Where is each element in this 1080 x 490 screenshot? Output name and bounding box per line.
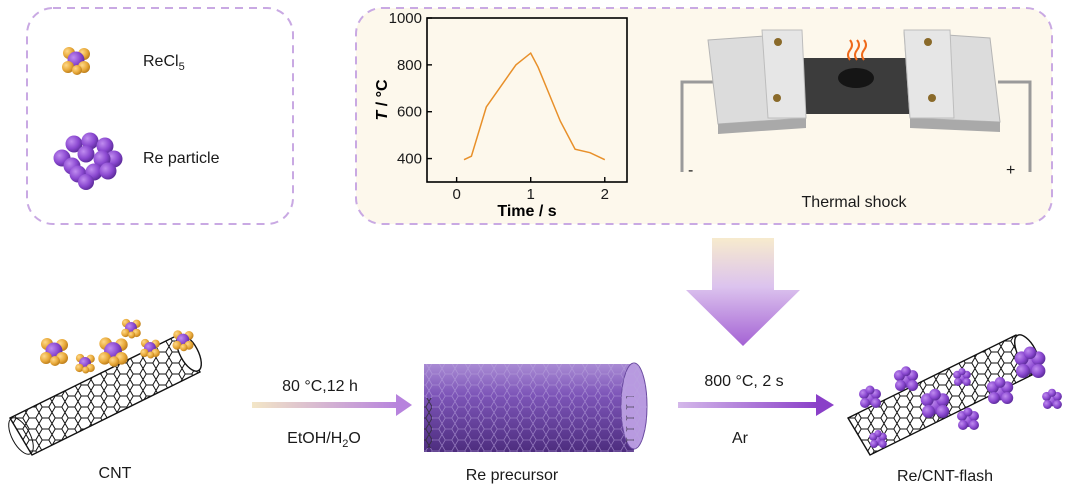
thermal-shock-panel: 400 600 800 1000 0 1 2 Time / s T / °C bbox=[355, 7, 1053, 225]
down-arrow bbox=[686, 238, 800, 346]
step1-condition-label: 80 °C,12 h bbox=[282, 378, 358, 395]
y-tick-label: 600 bbox=[397, 104, 422, 121]
re-precursor-label: Re precursor bbox=[466, 467, 559, 484]
y-tick-label: 1000 bbox=[389, 10, 422, 27]
re-particle-cluster-icon bbox=[53, 132, 123, 190]
x-tick-label: 1 bbox=[527, 186, 535, 203]
left-electrode-clamp bbox=[707, 29, 807, 134]
legend-re-particle-label: Re particle bbox=[143, 150, 220, 167]
legend-recl5-label: ReCl5 bbox=[143, 53, 185, 73]
x-tick-label: 2 bbox=[601, 186, 609, 203]
chart-x-axis-label: Time / s bbox=[497, 203, 556, 220]
heat-wave-icon bbox=[847, 39, 867, 61]
cnt-label: CNT bbox=[99, 465, 132, 482]
minus-terminal-label: - bbox=[688, 162, 693, 179]
temperature-series-line bbox=[463, 51, 606, 161]
chart-frame bbox=[426, 17, 628, 183]
x-tick-label: 0 bbox=[452, 186, 460, 203]
y-tick-label: 400 bbox=[397, 151, 422, 168]
thermal-shock-caption: Thermal shock bbox=[802, 194, 908, 211]
temperature-time-chart: 400 600 800 1000 0 1 2 Time / s T / °C bbox=[374, 10, 628, 220]
legend-panel: ReCl5 Re particle bbox=[26, 7, 294, 225]
right-electrode-clamp bbox=[903, 29, 1001, 132]
y-tick-label: 800 bbox=[397, 57, 422, 74]
thermal-shock-device: - + Thermal shock bbox=[680, 29, 1032, 211]
step1-solvent-label: EtOH/H2O bbox=[287, 430, 361, 450]
re-cnt-flash-label: Re/CNT-flash bbox=[897, 468, 993, 485]
hot-spot bbox=[838, 68, 874, 88]
step2-arrow bbox=[678, 394, 834, 416]
left-wire bbox=[680, 80, 716, 172]
re-precursor-tube bbox=[424, 362, 648, 452]
plus-terminal-label: + bbox=[1006, 162, 1015, 179]
step1-arrow bbox=[252, 394, 412, 416]
re-cnt-flash-tube bbox=[847, 334, 1062, 456]
chart-y-axis-label: T / °C bbox=[374, 79, 391, 121]
right-wire bbox=[998, 80, 1032, 172]
step2-condition-label: 800 °C, 2 s bbox=[704, 373, 783, 390]
step2-atmosphere-label: Ar bbox=[732, 430, 749, 447]
recl5-molecule-icon bbox=[62, 47, 90, 75]
